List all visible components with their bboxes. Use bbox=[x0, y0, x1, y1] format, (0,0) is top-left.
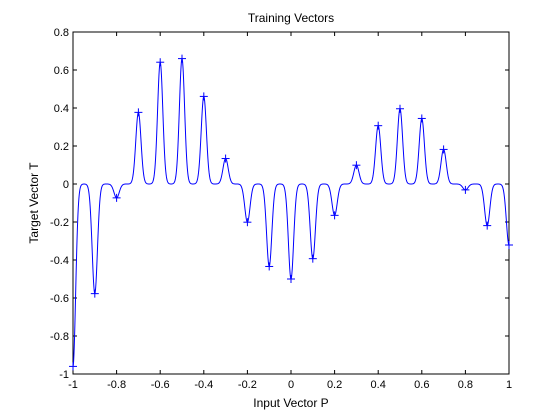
chart-title: Training Vectors bbox=[248, 11, 334, 25]
data-point-marker bbox=[178, 54, 186, 63]
data-point-marker bbox=[308, 254, 317, 263]
x-tick-label: 0.6 bbox=[414, 379, 429, 391]
y-axis-label: Target Vector T bbox=[27, 162, 41, 244]
x-tick-label: -0.8 bbox=[107, 379, 126, 391]
data-point-marker bbox=[134, 108, 143, 117]
training-markers bbox=[69, 54, 513, 371]
x-tick-label: -0.4 bbox=[194, 379, 213, 391]
data-point-marker bbox=[156, 58, 165, 67]
data-point-marker bbox=[439, 145, 448, 154]
y-tick-label: 0.6 bbox=[54, 65, 69, 77]
y-tick-label: -0.8 bbox=[50, 331, 69, 343]
x-tick-label: 0.2 bbox=[327, 379, 342, 391]
x-tick-label: -0.2 bbox=[238, 379, 257, 391]
plot-area bbox=[72, 31, 510, 375]
data-point-marker bbox=[221, 154, 230, 163]
y-tick-label: -0.2 bbox=[50, 217, 69, 229]
data-point-marker bbox=[243, 218, 252, 227]
data-point-marker bbox=[287, 275, 295, 283]
x-tick-label: 1 bbox=[506, 379, 512, 391]
x-tick-label: 0 bbox=[288, 379, 294, 391]
data-point-marker bbox=[374, 121, 383, 130]
y-tick-label: -0.4 bbox=[50, 255, 69, 267]
axis-ticks bbox=[72, 31, 510, 375]
data-point-marker bbox=[483, 221, 492, 230]
data-point-marker bbox=[330, 211, 339, 220]
data-point-marker bbox=[352, 161, 361, 170]
data-point-marker bbox=[396, 104, 404, 113]
y-tick-label: 0 bbox=[63, 179, 69, 191]
y-tick-label: -1 bbox=[59, 369, 69, 381]
x-tick-label: -0.6 bbox=[151, 379, 170, 391]
data-point-marker bbox=[90, 289, 99, 298]
y-tick-label: 0.8 bbox=[54, 27, 69, 39]
x-axis-label: Input Vector P bbox=[253, 396, 328, 410]
data-point-marker bbox=[461, 185, 470, 194]
x-tick-label: -1 bbox=[68, 379, 78, 391]
x-tick-label: 0.4 bbox=[371, 379, 386, 391]
y-tick-label: 0.4 bbox=[54, 103, 69, 115]
data-point-marker bbox=[505, 240, 513, 249]
tick-labels: -1 -0.8 -0.6 -0.4 -0.2 0 0.2 0.4 0.6 0.8 1 -1 -0.8 -0… bbox=[50, 27, 512, 391]
y-tick-label: -0.6 bbox=[50, 293, 69, 305]
data-point-marker bbox=[112, 193, 121, 202]
data-point-marker bbox=[69, 362, 77, 371]
x-tick-label: 0.8 bbox=[458, 379, 473, 391]
data-point-marker bbox=[417, 114, 426, 123]
plot-content bbox=[69, 54, 513, 371]
y-tick-label: 0.2 bbox=[54, 141, 69, 153]
data-point-marker bbox=[199, 92, 208, 101]
data-point-marker bbox=[265, 262, 274, 271]
